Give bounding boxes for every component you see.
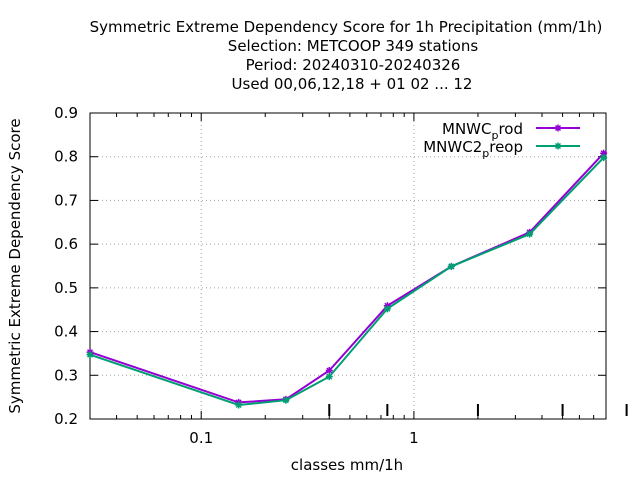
data-point (447, 262, 455, 270)
y-tick-label: 0.5 (54, 279, 78, 297)
axis-ticks (90, 112, 628, 420)
title-line-3: Period: 20240310-20240326 (246, 56, 461, 74)
y-tick-label: 0.2 (54, 410, 78, 428)
x-tick-label: 1 (409, 429, 419, 447)
data-point (600, 154, 608, 162)
data-point (383, 305, 391, 313)
chart-title: Symmetric Extreme Dependency Score for 1… (90, 18, 603, 93)
x-axis-label: classes mm/1h (291, 456, 403, 474)
legend-label-1: MNWCprod (442, 120, 523, 142)
legend-label-1-sub: p (491, 129, 498, 142)
y-tick-label: 0.4 (54, 323, 78, 341)
data-point (600, 149, 608, 157)
legend-marker-2 (554, 142, 562, 150)
data-point (325, 366, 333, 374)
y-tick-label: 0.6 (54, 235, 78, 253)
x-tick-labels: 0.1 1 (189, 429, 418, 447)
legend-label-2-main: MNWC2 (423, 138, 482, 156)
plot-frame (89, 112, 607, 420)
legend-swatches (536, 124, 580, 150)
legend-label-1-main: MNWC (442, 120, 491, 138)
data-point (526, 230, 534, 238)
y-tick-label: 0.9 (54, 104, 78, 122)
data-point (86, 351, 94, 359)
y-axis-label: Symmetric Extreme Dependency Score (6, 118, 24, 413)
grid (90, 113, 606, 419)
series-1 (86, 149, 608, 406)
legend-marker-1 (554, 124, 562, 132)
legend-label-2-sub: p (482, 147, 489, 160)
series (86, 149, 608, 409)
series-line (89, 156, 605, 407)
y-tick-label: 0.7 (54, 191, 78, 209)
title-line-2: Selection: METCOOP 349 stations (228, 37, 479, 55)
y-tick-labels: 0.2 0.3 0.4 0.5 0.6 0.7 0.8 0.9 (54, 104, 78, 428)
series-line (89, 152, 605, 404)
x-tick-label: 0.1 (189, 429, 213, 447)
y-tick-label: 0.8 (54, 148, 78, 166)
series-2 (86, 154, 608, 409)
data-point (235, 401, 243, 409)
legend: MNWCprod MNWC2preop (423, 120, 580, 160)
y-tick-label: 0.3 (54, 366, 78, 384)
legend-label-2-rest: reop (489, 138, 523, 156)
legend-label-2: MNWC2preop (423, 138, 523, 160)
data-point (325, 373, 333, 381)
title-line-1: Symmetric Extreme Dependency Score for 1… (90, 18, 603, 36)
legend-label-1-rest: rod (498, 120, 523, 138)
title-line-4: Used 00,06,12,18 + 01 02 ... 12 (232, 75, 473, 93)
data-point (282, 396, 290, 404)
